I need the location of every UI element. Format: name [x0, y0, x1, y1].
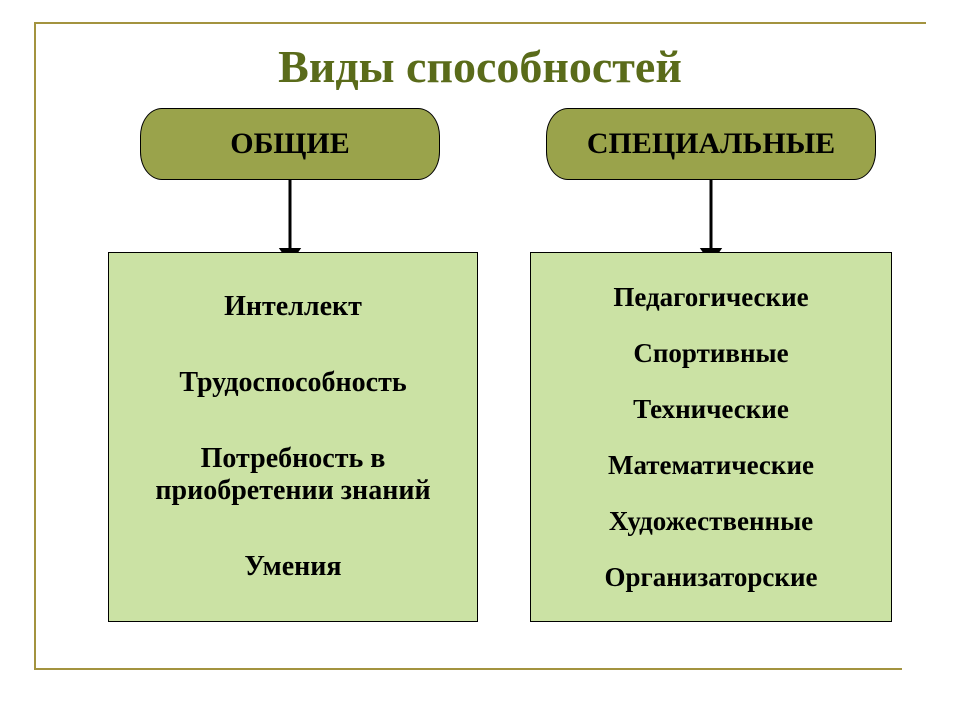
page-title: Виды способностей: [0, 44, 960, 90]
frame-bottom: [34, 668, 902, 670]
frame-top: [34, 22, 926, 24]
general-item: Потребность в приобретении знаний: [119, 443, 467, 507]
general-item: Интеллект: [119, 291, 467, 323]
general-item: Умения: [119, 551, 467, 583]
special-item: Спортивные: [541, 338, 881, 369]
special-item: Математические: [541, 450, 881, 481]
general-item: Трудоспособность: [119, 367, 467, 399]
frame-left: [34, 22, 36, 668]
special-item: Художественные: [541, 506, 881, 537]
content-box-special: Педагогические Спортивные Технические Матем…: [530, 252, 892, 622]
special-item: Педагогические: [541, 282, 881, 313]
content-box-general: Интеллект Трудоспособность Потребность в п…: [108, 252, 478, 622]
header-special: СПЕЦИАЛЬНЫЕ: [546, 108, 876, 180]
special-item: Организаторские: [541, 562, 881, 593]
special-item: Технические: [541, 394, 881, 425]
header-general: ОБЩИЕ: [140, 108, 440, 180]
